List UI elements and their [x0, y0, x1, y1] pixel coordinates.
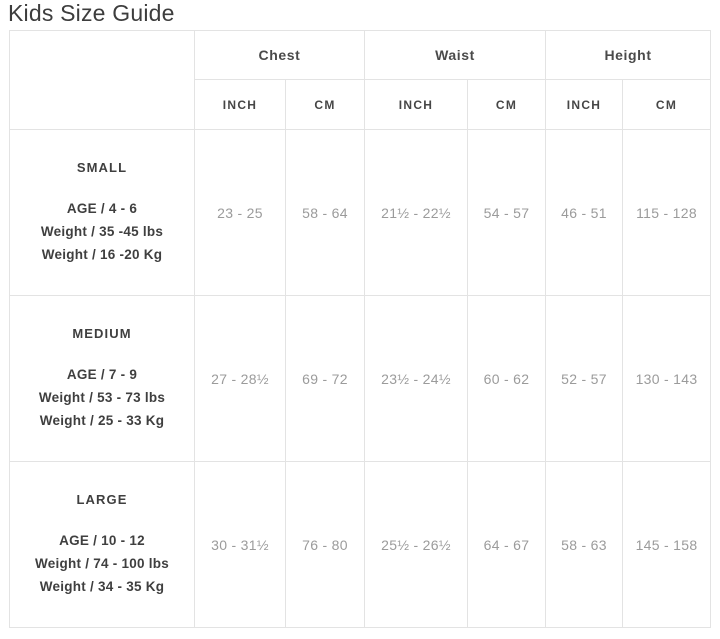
- header-unit-chest-cm: CM: [285, 79, 365, 130]
- page-title: Kids Size Guide: [8, 0, 175, 26]
- size-detail-age: AGE / 10 - 12: [59, 532, 145, 548]
- header-group-height: Height: [545, 30, 712, 80]
- size-name: MEDIUM: [72, 325, 132, 341]
- cell-waist-cm: 64 - 67: [466, 461, 547, 628]
- size-description-cell: LARGE AGE / 10 - 12 Weight / 74 - 100 lb…: [9, 461, 195, 628]
- cell-height-inch: 52 - 57: [545, 295, 624, 462]
- cell-chest-inch: 23 - 25: [194, 129, 286, 296]
- size-description-cell: MEDIUM AGE / 7 - 9 Weight / 53 - 73 lbs …: [9, 295, 195, 462]
- header-unit-waist-inch: INCH: [364, 79, 468, 130]
- size-description-cell: SMALL AGE / 4 - 6 Weight / 35 -45 lbs We…: [9, 129, 195, 296]
- table-row: LARGE AGE / 10 - 12 Weight / 74 - 100 lb…: [9, 461, 712, 628]
- size-detail-weight-lbs: Weight / 35 -45 lbs: [40, 223, 164, 239]
- cell-height-cm: 115 - 128: [622, 129, 712, 296]
- header-row-groups: Chest Waist Height: [9, 30, 712, 130]
- cell-chest-cm: 58 - 64: [285, 129, 365, 296]
- cell-waist-cm: 60 - 62: [466, 295, 547, 462]
- size-detail-weight-lbs: Weight / 53 - 73 lbs: [38, 389, 166, 405]
- header-row-units: INCH CM INCH CM INCH CM: [10, 79, 712, 130]
- cell-chest-inch: 27 - 28½: [194, 295, 286, 462]
- size-detail-weight-kg: Weight / 34 - 35 Kg: [39, 578, 165, 594]
- header-corner-cell: [9, 30, 195, 130]
- cell-chest-cm: 69 - 72: [285, 295, 365, 462]
- cell-height-inch: 58 - 63: [545, 461, 624, 628]
- table-row: SMALL AGE / 4 - 6 Weight / 35 -45 lbs We…: [9, 129, 712, 296]
- table-row: MEDIUM AGE / 7 - 9 Weight / 53 - 73 lbs …: [9, 295, 712, 462]
- cell-height-cm: 145 - 158: [622, 461, 712, 628]
- table-header: Chest Waist Height INCH CM INCH CM INCH …: [9, 30, 712, 130]
- size-detail-weight-kg: Weight / 25 - 33 Kg: [39, 412, 165, 428]
- cell-chest-cm: 76 - 80: [285, 461, 365, 628]
- header-unit-height-cm: CM: [622, 79, 712, 130]
- cell-waist-cm: 54 - 57: [466, 129, 547, 296]
- size-detail-weight-kg: Weight / 16 -20 Kg: [41, 246, 163, 262]
- header-group-chest: Chest: [194, 30, 365, 80]
- header-unit-height-inch: INCH: [545, 79, 624, 130]
- cell-height-cm: 130 - 143: [622, 295, 712, 462]
- cell-chest-inch: 30 - 31½: [194, 461, 286, 628]
- size-name: LARGE: [76, 491, 128, 507]
- header-group-waist: Waist: [363, 30, 547, 80]
- size-name: SMALL: [76, 159, 128, 175]
- size-guide-table: Chest Waist Height INCH CM INCH CM INCH …: [9, 30, 712, 628]
- header-unit-chest-inch: INCH: [194, 79, 286, 130]
- size-detail-weight-lbs: Weight / 74 - 100 lbs: [34, 555, 170, 571]
- size-detail-age: AGE / 4 - 6: [66, 200, 138, 216]
- header-unit-waist-cm: CM: [466, 79, 547, 130]
- cell-waist-inch: 23½ - 24½: [364, 295, 468, 462]
- cell-waist-inch: 25½ - 26½: [364, 461, 468, 628]
- cell-waist-inch: 21½ - 22½: [364, 129, 468, 296]
- size-detail-age: AGE / 7 - 9: [66, 366, 138, 382]
- table-body: SMALL AGE / 4 - 6 Weight / 35 -45 lbs We…: [9, 129, 712, 628]
- cell-height-inch: 46 - 51: [545, 129, 624, 296]
